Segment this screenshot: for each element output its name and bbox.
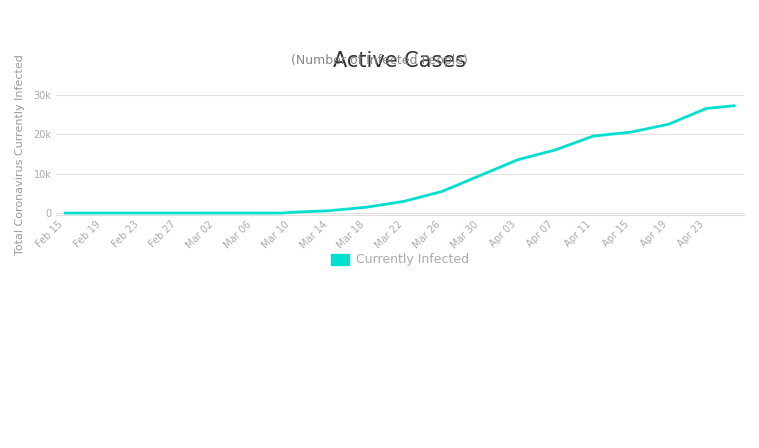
Title: Active Cases: Active Cases	[333, 51, 466, 71]
Y-axis label: Total Coronavirus Currently Infected: Total Coronavirus Currently Infected	[15, 54, 25, 255]
Legend: Currently Infected: Currently Infected	[326, 249, 474, 271]
Text: (Number of Infected People): (Number of Infected People)	[291, 54, 468, 67]
